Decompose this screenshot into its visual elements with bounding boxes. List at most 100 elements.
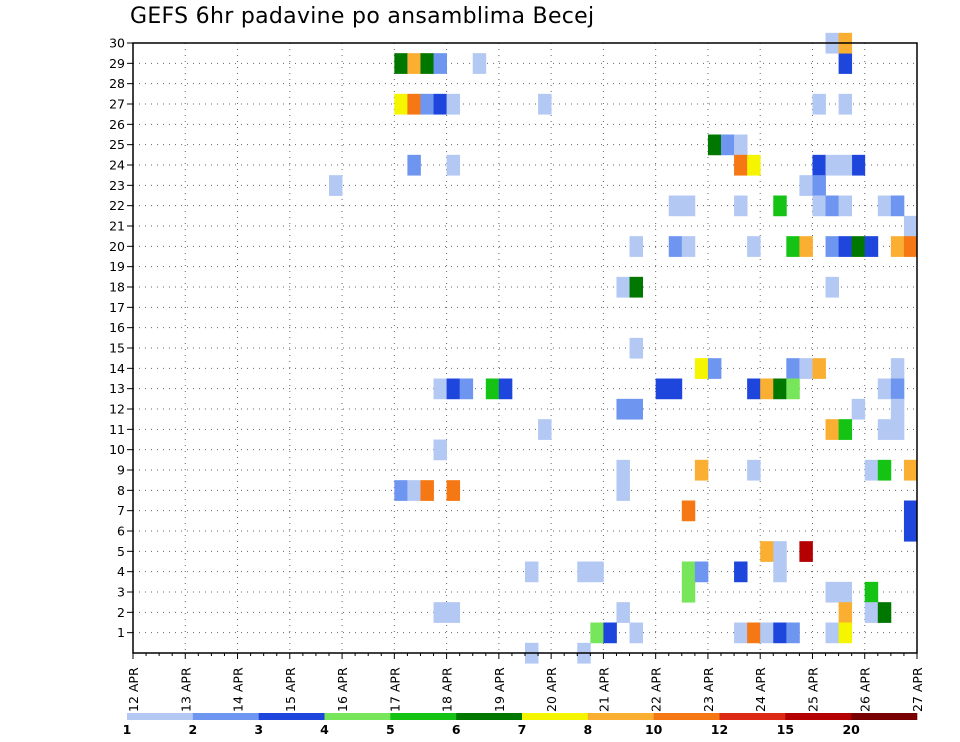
chart-title: GEFS 6hr padavine po ansamblima Becej [130, 4, 595, 29]
data-cell [838, 154, 853, 176]
data-cell [734, 622, 748, 644]
data-cell [668, 195, 683, 217]
y-tick-label: 29 [109, 56, 125, 71]
data-cell [864, 581, 879, 603]
y-tick-label: 20 [109, 239, 125, 254]
data-cell [760, 541, 774, 562]
data-cell [629, 236, 643, 257]
data-cell [446, 93, 461, 115]
data-cell [629, 398, 643, 420]
x-tick-label: 22 APR [649, 667, 664, 712]
y-tick-label: 2 [117, 605, 125, 620]
legend-swatch [324, 713, 391, 720]
data-cell [616, 602, 630, 623]
data-cell [459, 378, 474, 400]
data-cell [681, 195, 696, 217]
data-cell [825, 195, 839, 217]
data-cell [838, 581, 853, 603]
x-axis: 12 APR 13 APR 14 APR 15 APR 16 APR 17 APR 18 A… [126, 653, 925, 712]
data-cell [812, 195, 826, 217]
y-tick-label: 23 [109, 178, 125, 193]
legend-label: 12 [711, 722, 728, 737]
x-tick-label: 24 APR [753, 667, 768, 712]
y-tick-label: 25 [109, 137, 125, 152]
data-cell [890, 378, 905, 400]
data-cell [838, 53, 853, 74]
data-cell [707, 358, 722, 379]
data-cell [786, 622, 800, 644]
y-tick-label: 9 [117, 463, 125, 478]
data-cell [629, 276, 643, 298]
x-tick-label: 27 APR [910, 667, 925, 712]
y-tick-label: 11 [109, 422, 125, 437]
data-cell [668, 236, 683, 257]
data-cell [734, 195, 748, 217]
legend-swatch [785, 713, 852, 720]
data-cell [446, 378, 461, 400]
y-tick-label: 17 [109, 300, 125, 315]
data-cell [629, 622, 643, 644]
data-cell [747, 154, 761, 176]
data-cell [694, 459, 709, 481]
data-cell [851, 154, 866, 176]
data-cell [603, 622, 617, 644]
data-cell [707, 134, 722, 156]
x-tick-label: 25 APR [805, 667, 820, 712]
x-tick-label: 18 APR [440, 667, 455, 712]
data-cell [786, 378, 800, 400]
legend-label: 2 [188, 722, 197, 737]
data-cell [577, 561, 591, 583]
data-cell [420, 53, 434, 74]
data-cell [890, 195, 905, 217]
y-tick-label: 10 [109, 442, 125, 457]
data-cell [472, 53, 487, 74]
data-cell [407, 480, 421, 501]
data-cell [407, 93, 421, 115]
legend-label: 8 [583, 722, 592, 737]
data-cell [433, 439, 447, 461]
data-cell [773, 561, 787, 583]
data-cell [825, 622, 839, 644]
data-cell [734, 154, 748, 176]
x-tick-label: 14 APR [231, 667, 246, 712]
data-cell [420, 480, 434, 501]
data-cell [420, 93, 434, 115]
data-cell [655, 378, 670, 400]
data-cell [773, 378, 787, 400]
data-cell [485, 378, 500, 400]
data-cell [877, 419, 892, 440]
data-cell [799, 236, 813, 257]
data-cell [394, 480, 408, 501]
x-tick-label: 26 APR [858, 667, 873, 712]
data-cell [838, 236, 853, 257]
data-cell [446, 154, 461, 176]
y-tick-label: 26 [109, 117, 125, 132]
data-cell [799, 175, 813, 196]
data-cell [760, 378, 774, 400]
data-cell [433, 378, 447, 400]
legend-label: 7 [518, 722, 527, 737]
data-cell [747, 622, 761, 644]
x-tick-label: 23 APR [701, 667, 716, 712]
data-cell [812, 358, 826, 379]
data-cell [721, 134, 735, 156]
data-cell [616, 276, 630, 298]
data-cell [773, 195, 787, 217]
data-cell [446, 602, 461, 623]
legend-swatch [587, 713, 654, 720]
data-cell [903, 500, 918, 522]
x-tick-label: 20 APR [544, 667, 559, 712]
data-cell [903, 459, 918, 481]
data-cell [786, 236, 800, 257]
y-tick-label: 30 [109, 36, 125, 51]
data-cell [407, 53, 421, 74]
legend-label: 1 [123, 722, 132, 737]
data-cell [877, 602, 892, 623]
data-cell [877, 378, 892, 400]
legend-swatch [390, 713, 457, 720]
data-cell [864, 459, 879, 481]
data-cell [812, 154, 826, 176]
x-tick-label: 19 APR [492, 667, 507, 712]
data-cell [590, 622, 604, 644]
data-cell [825, 419, 839, 440]
